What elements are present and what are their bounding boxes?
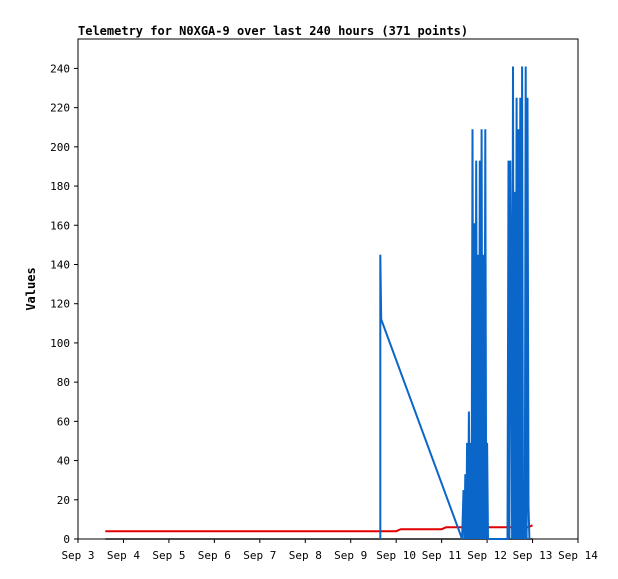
y-tick-label: 60: [57, 415, 70, 428]
y-tick-label: 240: [50, 62, 70, 75]
x-tick-label: Sep 5: [152, 549, 185, 562]
x-tick-label: Sep 12: [467, 549, 507, 562]
y-tick-label: 20: [57, 494, 70, 507]
y-axis: 0 20 40 60 80 100 120 140 160 180 200 220 240: [50, 62, 78, 546]
y-tick-label: 140: [50, 258, 70, 271]
x-tick-label: Sep 6: [198, 549, 231, 562]
series-line-2: [379, 66, 531, 540]
y-tick-label: 200: [50, 141, 70, 154]
y-tick-label: 220: [50, 102, 70, 115]
x-axis: Sep 3 Sep 4 Sep 5 Sep 6 Sep 7 Sep 8 Sep 9 Sep 1…: [61, 539, 598, 562]
y-tick-label: 0: [63, 533, 70, 546]
x-tick-label: Sep 11: [422, 549, 462, 562]
y-tick-label: 80: [57, 376, 70, 389]
x-tick-label: Sep 3: [61, 549, 94, 562]
y-tick-label: 180: [50, 180, 70, 193]
x-tick-label: Sep 7: [243, 549, 276, 562]
y-tick-label: 160: [50, 219, 70, 232]
x-tick-label: Sep 13: [513, 549, 553, 562]
y-tick-label: 100: [50, 337, 70, 350]
x-tick-label: Sep 10: [376, 549, 416, 562]
x-tick-label: Sep 8: [289, 549, 322, 562]
x-tick-label: Sep 9: [334, 549, 367, 562]
y-axis-label: Values: [24, 267, 38, 310]
y-tick-label: 40: [57, 455, 70, 468]
plot-frame: [77, 38, 579, 540]
chart-title: Telemetry for N0XGA-9 over last 240 hour…: [78, 24, 468, 38]
series-layer: [105, 66, 533, 540]
y-tick-label: 120: [50, 298, 70, 311]
x-tick-label: Sep 4: [107, 549, 140, 562]
x-tick-label: Sep 14: [558, 549, 598, 562]
